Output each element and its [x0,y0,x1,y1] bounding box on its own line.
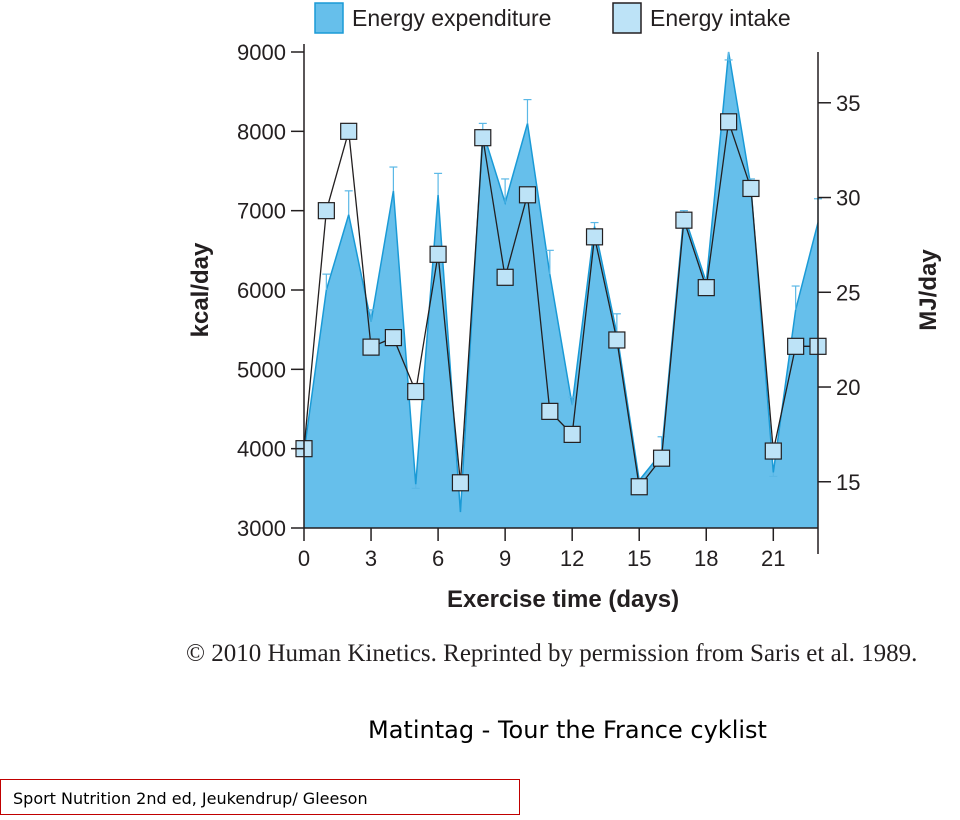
intake-marker [340,122,358,140]
intake-marker [384,329,402,347]
intake-marker [317,202,335,220]
intake-marker [451,474,470,492]
y2-tick-label: 30 [836,186,860,211]
intake-marker [563,425,581,443]
intake-marker [518,186,537,204]
intake-marker [407,382,425,401]
expenditure-area [304,52,818,528]
y-tick-label: 4000 [237,437,286,462]
chart-legend: Energy expenditure Energy intake [314,2,791,34]
intake-marker [652,449,671,467]
y-axis-title: kcal/day [187,242,214,337]
y2-axis-title: MJ/day [915,249,942,331]
y2-tick-label: 15 [836,470,860,495]
intake-marker [742,179,760,198]
x-tick-label: 3 [365,546,377,571]
y2-tick-label: 35 [836,91,860,116]
intake-marker [608,331,626,349]
intake-marker [675,211,693,229]
intake-marker [496,268,514,286]
slide-title: Matintag - Tour the France cyklist [368,716,767,744]
energy-chart: Energy expenditure Energy intake 3000 400… [187,2,942,613]
intake-marker [697,279,715,297]
y-tick-label: 5000 [237,357,286,382]
intake-marker [474,129,492,147]
legend-swatch-intake [612,2,642,34]
intake-marker [764,442,782,460]
y-tick-label: 8000 [237,119,286,144]
copyright-credit: © 2010 Human Kinetics. Reprinted by perm… [186,640,918,667]
y2-tick-label: 25 [836,280,860,305]
x-tick-label: 21 [761,546,785,571]
intake-marker [585,228,604,246]
x-tick-label: 18 [694,546,718,571]
y-tick-label: 3000 [237,516,286,541]
x-tick-label: 0 [298,546,310,571]
legend-label-intake: Energy intake [650,5,791,31]
legend-label-expenditure: Energy expenditure [352,5,551,31]
x-tick-label: 15 [627,546,651,571]
source-reference: Sport Nutrition 2nd ed, Jeukendrup/ Glee… [0,779,520,815]
plot-area: 3000 4000 5000 6000 7000 8000 9000 15 20 25 30 35 0 3… [237,40,860,571]
x-tick-label: 9 [499,546,511,571]
y-tick-label: 7000 [237,199,286,224]
y-tick-label: 6000 [237,278,286,303]
intake-marker [541,402,559,420]
intake-marker [362,338,380,356]
x-tick-label: 6 [432,546,444,571]
y2-tick-label: 20 [836,375,860,400]
y-tick-label: 9000 [237,40,286,65]
x-axis-title: Exercise time (days) [447,586,679,613]
expenditure-outline [303,51,819,513]
x-tick-label: 12 [560,546,584,571]
intake-marker [720,113,738,131]
intake-marker [787,337,805,355]
intake-marker [630,478,648,496]
intake-marker [429,245,447,263]
legend-swatch-expenditure [314,2,344,34]
